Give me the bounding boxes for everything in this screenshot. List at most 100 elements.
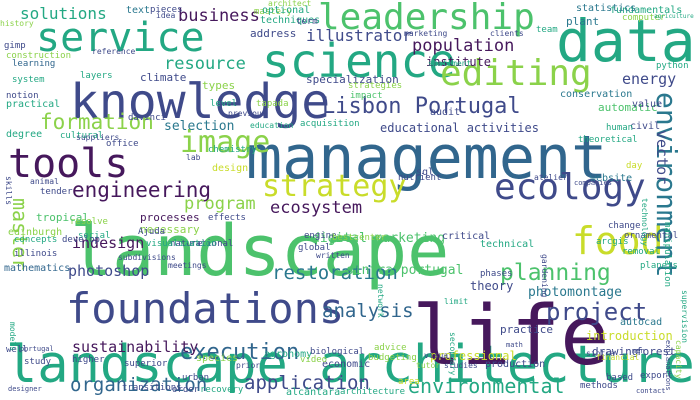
word-energy: energy (622, 70, 677, 88)
word-higher: higher (72, 355, 105, 365)
word-pieces: pieces (150, 5, 183, 15)
word-business: business (178, 6, 260, 26)
word-theory: theory (470, 279, 514, 293)
word-formation: formation (40, 110, 154, 134)
word-technical: technical (480, 239, 535, 250)
word-level: level (210, 99, 238, 109)
word-environmental: environmental (408, 374, 565, 398)
word-rational: rational (190, 239, 234, 249)
word-strategy: strategy (262, 169, 407, 204)
word-digital-marketing: digital marketing (312, 231, 446, 246)
word-studies: studies (444, 361, 478, 370)
word-vector: vector (653, 130, 671, 185)
word-tender: tender (40, 187, 73, 197)
word-resolve: resolve (70, 217, 108, 227)
word-introduction: introduction (586, 329, 673, 343)
word-previous: previous (228, 109, 267, 118)
word-men: men (632, 347, 645, 355)
word-sustainability: sustainability (72, 338, 199, 356)
word-program: program (184, 194, 256, 214)
word-lab: lab (186, 153, 201, 162)
word-processes: processes (140, 211, 200, 224)
word-financial: financial (596, 353, 640, 362)
word-restoration: restoration (272, 262, 398, 284)
word-degree: degree (6, 129, 43, 140)
word-construction: construction (6, 51, 72, 61)
word-effects: effects (208, 213, 246, 223)
word-visualization: visualization (146, 239, 217, 249)
word-planning: planning (500, 260, 611, 286)
word-organization: organization (70, 374, 208, 396)
word-davinci: davinci (128, 113, 166, 123)
word-manipulation: manipulation (662, 222, 672, 288)
word-advice: advice (374, 343, 407, 353)
word-atelier: atelier (534, 173, 568, 182)
word-application: application (244, 372, 370, 394)
word-theoretical: theoretical (578, 135, 638, 145)
word-computer: computer (622, 13, 666, 23)
word-analysis: analysis (322, 300, 414, 322)
word-nature: nature (170, 239, 203, 249)
word-visual: visual (424, 351, 453, 360)
word-alcântara: alcântara (286, 387, 341, 398)
word-export: export (640, 371, 673, 381)
word-system: system (12, 75, 45, 85)
word-contact: contact (636, 387, 666, 395)
word-gardening: gardening (540, 254, 549, 298)
word-ornamental: ornamental (624, 231, 679, 241)
word-statement: statement (428, 59, 472, 68)
word-capacity: capacity (674, 340, 683, 379)
word-nutrient: nutrient (398, 173, 442, 183)
word-project: project (546, 298, 648, 326)
word-gimp: gimp (4, 41, 26, 51)
word-text: text (126, 5, 151, 16)
word-management: management (246, 123, 608, 193)
word-necessary: necessary (140, 223, 200, 236)
word-execution: execution (180, 340, 300, 365)
word-illustrator: illustrator (306, 26, 412, 45)
word-arcgis: arcgis (596, 237, 629, 247)
word-explanations: explanations (664, 340, 672, 391)
word-sintra: sintra (586, 349, 615, 358)
word-tutor: tutor (416, 361, 441, 370)
word-reference: reference (92, 47, 136, 56)
word-prior: prior (236, 361, 261, 370)
word-website: website (590, 173, 633, 184)
word-leadership: leadership (318, 0, 535, 38)
word-term: term (296, 17, 318, 27)
word-video: video (300, 355, 328, 365)
word-institute: institute (426, 55, 492, 69)
word-plant: plant (566, 15, 600, 28)
word-population: population (412, 36, 515, 56)
word-life: life (412, 289, 610, 384)
word-superior: superior (124, 359, 168, 369)
word-fundamentals: fundamentals (610, 5, 683, 16)
word-learning: learning (12, 59, 56, 69)
word-companies: companies (574, 179, 612, 187)
word-chemistry: chemistry (208, 145, 257, 155)
word-landscape-architecture: landscape architecture (6, 335, 695, 395)
word-network: network (376, 284, 385, 318)
word-technology: technology (640, 198, 649, 247)
word-area: area (398, 377, 420, 387)
word-practice: practice (500, 323, 553, 336)
word-recovery: recovery (200, 385, 244, 395)
word-notion: notion (6, 91, 39, 101)
word-math: math (506, 341, 523, 349)
word-design: design (212, 163, 249, 174)
word-marketing: marketing (404, 29, 448, 38)
word-methods: methods (580, 381, 618, 391)
word-food: food (572, 219, 664, 263)
word-human: human (606, 123, 634, 133)
word-removal: removal (622, 247, 660, 257)
word-social: social (78, 231, 111, 241)
word-engine: engine (304, 231, 337, 241)
word-concepts: concepts (14, 235, 58, 245)
word-study: study (24, 357, 52, 367)
word-animal: animal (30, 177, 59, 186)
word-optional: optional (262, 5, 311, 16)
word-resource: resource (164, 54, 246, 74)
word-phases: phases (480, 269, 513, 279)
word-team: team (536, 25, 558, 35)
